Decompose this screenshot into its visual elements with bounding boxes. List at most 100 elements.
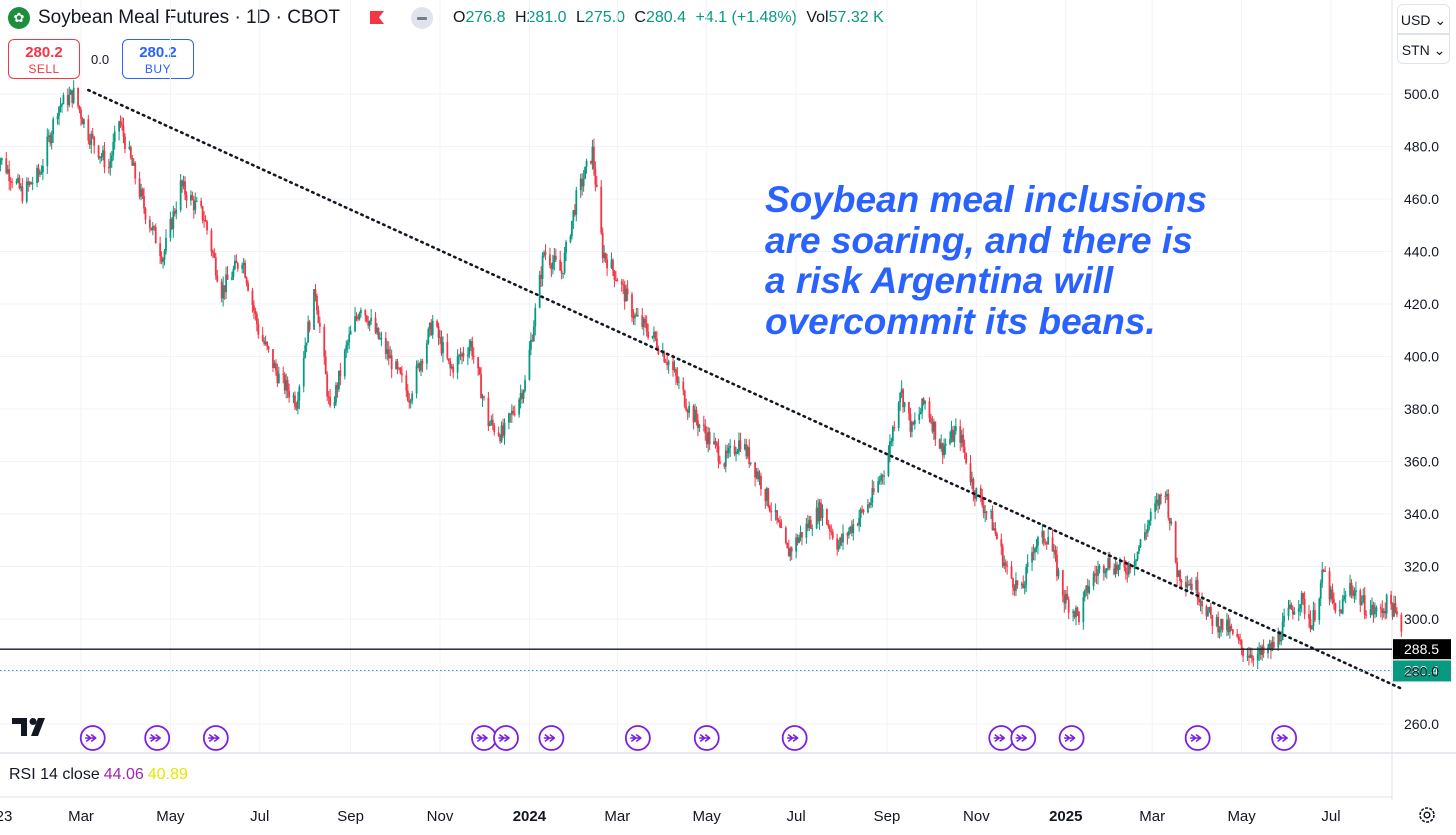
- candle-body: [418, 363, 421, 371]
- candle-body: [102, 150, 104, 157]
- tradingview-logo[interactable]: [12, 716, 52, 738]
- time-tick-label: 23: [0, 808, 12, 825]
- candle-body: [1290, 604, 1293, 610]
- candle-body: [1075, 607, 1077, 618]
- candle-body: [417, 363, 419, 366]
- candle-body: [821, 508, 824, 518]
- candle-body: [757, 471, 759, 480]
- rsi-legend[interactable]: RSI 14 close 44.06 40.89: [9, 766, 188, 784]
- candle-body: [934, 421, 937, 440]
- candle-body: [77, 87, 79, 106]
- candle-body: [1086, 585, 1089, 593]
- candle-body: [913, 420, 916, 425]
- candle-body: [1123, 560, 1126, 568]
- candle-body: [836, 538, 839, 550]
- candle-body: [672, 361, 674, 371]
- trendline: [87, 88, 1403, 690]
- candle-body: [846, 533, 849, 536]
- candle-body: [801, 532, 803, 538]
- candle-body: [673, 369, 676, 371]
- candle-body: [543, 252, 545, 256]
- candle-body: [1259, 648, 1262, 656]
- candle-body: [159, 243, 162, 257]
- event-arrow: [993, 734, 1006, 742]
- time-tick-label: Mar: [68, 808, 94, 825]
- candle-body: [69, 90, 72, 95]
- candle-body: [654, 331, 657, 339]
- candle-body: [664, 361, 667, 363]
- candle-body: [169, 219, 172, 238]
- candle-body: [1220, 618, 1222, 630]
- last-price-label: 280.4: [1404, 662, 1439, 678]
- candle-body: [513, 413, 516, 415]
- candle-body: [1211, 615, 1214, 626]
- candle-body: [1102, 565, 1105, 574]
- candle-body: [717, 446, 720, 462]
- time-tick-label: Mar: [604, 808, 630, 825]
- candle-body: [941, 443, 944, 456]
- candle-body: [200, 200, 203, 207]
- candle-body: [919, 411, 922, 415]
- candle-body: [124, 136, 126, 149]
- candle-body: [1003, 562, 1006, 567]
- candle-body: [1148, 520, 1151, 526]
- event-arrow: [630, 734, 642, 742]
- spread-value: 0.0: [91, 52, 110, 67]
- candle-body: [1117, 565, 1120, 571]
- candle-body: [81, 118, 84, 125]
- candle-body: [478, 368, 481, 375]
- symbol-title[interactable]: Soybean Meal Futures · 1D · CBOT: [38, 7, 340, 28]
- candle-body: [1196, 580, 1199, 599]
- candle-body: [66, 95, 69, 106]
- candle-body: [1116, 564, 1118, 571]
- candle-body: [112, 141, 115, 156]
- candle-body: [735, 453, 737, 455]
- candle-body: [1054, 550, 1057, 555]
- candle-body: [795, 537, 798, 552]
- candle-body: [765, 488, 768, 501]
- volume-value: 57.32 K: [828, 9, 884, 26]
- candle-body: [644, 318, 647, 324]
- candle-body: [255, 313, 258, 325]
- candle-body: [440, 337, 443, 354]
- collapse-icon[interactable]: [411, 7, 433, 29]
- candle-body: [623, 285, 626, 302]
- candle-body: [582, 178, 585, 187]
- candle-body: [512, 410, 515, 414]
- time-tick-label: Sep: [337, 808, 364, 825]
- candle-body: [562, 272, 565, 274]
- candle-body: [820, 502, 822, 518]
- unit-select[interactable]: STN ⌄: [1397, 34, 1450, 64]
- candle-body: [401, 373, 403, 376]
- candle-body: [1190, 583, 1193, 590]
- candle-body: [396, 361, 399, 368]
- sell-button[interactable]: 280.2 SELL: [8, 39, 80, 79]
- candle-body: [1025, 566, 1028, 586]
- candle-body: [348, 334, 351, 343]
- candle-body: [950, 429, 953, 440]
- flag-icon[interactable]: [370, 11, 384, 24]
- candle-body: [471, 341, 474, 356]
- gear-icon[interactable]: [1417, 805, 1437, 825]
- candle-body: [695, 409, 698, 421]
- candle-body: [93, 136, 96, 146]
- candle-body: [502, 425, 504, 436]
- candle-body: [538, 274, 541, 308]
- candle-body: [787, 548, 790, 557]
- candle-body: [1291, 609, 1294, 615]
- currency-select[interactable]: USD ⌄: [1397, 4, 1450, 34]
- chart-annotation: Soybean meal inclusions are soaring, and…: [765, 179, 1285, 342]
- candle-body: [1283, 615, 1286, 622]
- event-arrow: [149, 734, 162, 742]
- candle-body: [1343, 595, 1346, 600]
- buy-button[interactable]: 280.2 BUY: [122, 39, 194, 79]
- candle-body: [61, 104, 63, 106]
- candle-body: [1350, 582, 1353, 591]
- candle-body: [185, 194, 188, 201]
- chevron-down-icon: ⌄: [1433, 42, 1446, 58]
- candle-body: [345, 345, 348, 351]
- candle-body: [39, 173, 41, 175]
- candle-body: [487, 397, 490, 426]
- candle-body: [509, 413, 512, 415]
